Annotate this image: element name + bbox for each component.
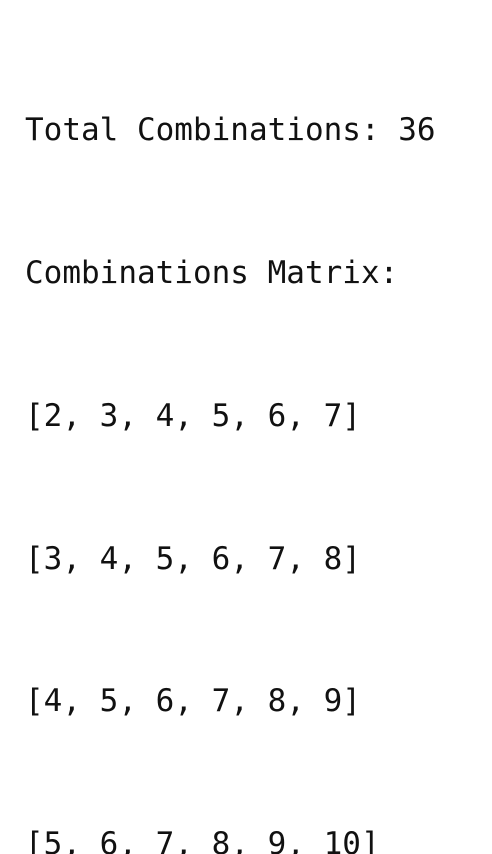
matrix-row: [2, 3, 4, 5, 6, 7]	[25, 397, 361, 434]
matrix-row: [4, 5, 6, 7, 8, 9]	[25, 683, 361, 720]
matrix-row: [5, 6, 7, 8, 9, 10]	[25, 826, 380, 854]
console-output: Total Combinations: 36 Combinations Matr…	[25, 12, 436, 854]
total-combinations-line: Total Combinations: 36	[25, 112, 436, 149]
matrix-heading: Combinations Matrix:	[25, 254, 399, 291]
matrix-row: [3, 4, 5, 6, 7, 8]	[25, 540, 361, 577]
